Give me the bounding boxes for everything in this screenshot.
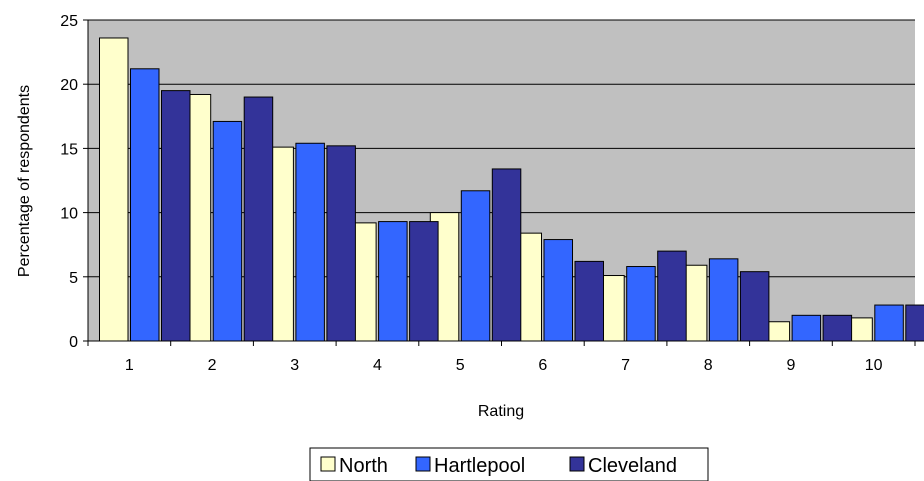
bar-hartlepool-4 — [378, 221, 408, 342]
y-tick-label: 25 — [60, 13, 78, 30]
bar-hartlepool-10 — [874, 304, 904, 342]
legend-swatch-north — [320, 456, 336, 472]
bar-cleveland-2 — [243, 96, 274, 342]
legend-label-north: North — [339, 455, 388, 477]
bars — [99, 37, 924, 342]
y-tick-label: 20 — [60, 77, 78, 94]
bar-cleveland-7 — [657, 250, 687, 342]
bar-cleveland-4 — [409, 221, 439, 342]
y-tick-label: 5 — [69, 270, 78, 287]
bar-hartlepool-6 — [543, 239, 573, 342]
y-axis-title: Percentage of respondents — [16, 85, 33, 277]
x-tick-label: 5 — [456, 357, 465, 374]
bar-cleveland-9 — [822, 314, 853, 342]
legend: North Hartlepool Cleveland — [309, 447, 709, 481]
x-tick-label: 2 — [208, 357, 217, 374]
bar-cleveland-5 — [491, 168, 522, 342]
legend-swatch-cleveland — [569, 456, 585, 472]
x-tick-label: 4 — [373, 357, 382, 374]
bar-hartlepool-1 — [130, 68, 160, 342]
x-tick-label: 9 — [786, 357, 795, 374]
legend-label-hartlepool: Hartlepool — [434, 455, 525, 477]
y-tick-label: 0 — [69, 334, 78, 351]
bar-hartlepool-3 — [295, 142, 325, 342]
x-tick-label: 1 — [125, 357, 134, 374]
legend-label-cleveland: Cleveland — [588, 455, 677, 477]
legend-swatch-hartlepool — [415, 456, 431, 472]
x-axis-title: Rating — [478, 403, 524, 420]
y-tick-label: 15 — [60, 141, 78, 158]
bar-cleveland-8 — [739, 271, 770, 342]
bar-hartlepool-9 — [791, 314, 822, 342]
x-tick-label: 3 — [290, 357, 299, 374]
bar-cleveland-6 — [574, 260, 604, 342]
axes — [83, 19, 916, 346]
bar-hartlepool-8 — [708, 258, 739, 342]
x-tick-labels: 1 2 3 4 5 6 7 8 9 10 — [125, 357, 883, 374]
y-tick-label: 10 — [60, 206, 78, 223]
x-tick-label: 8 — [704, 357, 713, 374]
bar-cleveland-3 — [326, 145, 356, 342]
bar-hartlepool-5 — [460, 190, 491, 342]
bar-hartlepool-7 — [626, 266, 656, 342]
x-tick-label: 10 — [865, 357, 883, 374]
bar-hartlepool-2 — [212, 120, 243, 342]
x-tick-label: 7 — [621, 357, 630, 374]
bar-north-1 — [99, 37, 129, 342]
bar-cleveland-1 — [161, 90, 191, 342]
x-tick-label: 6 — [538, 357, 547, 374]
y-tick-labels: 0 5 10 15 20 25 — [60, 13, 78, 351]
bar-cleveland-10 — [905, 304, 924, 342]
legend-box — [309, 447, 709, 481]
